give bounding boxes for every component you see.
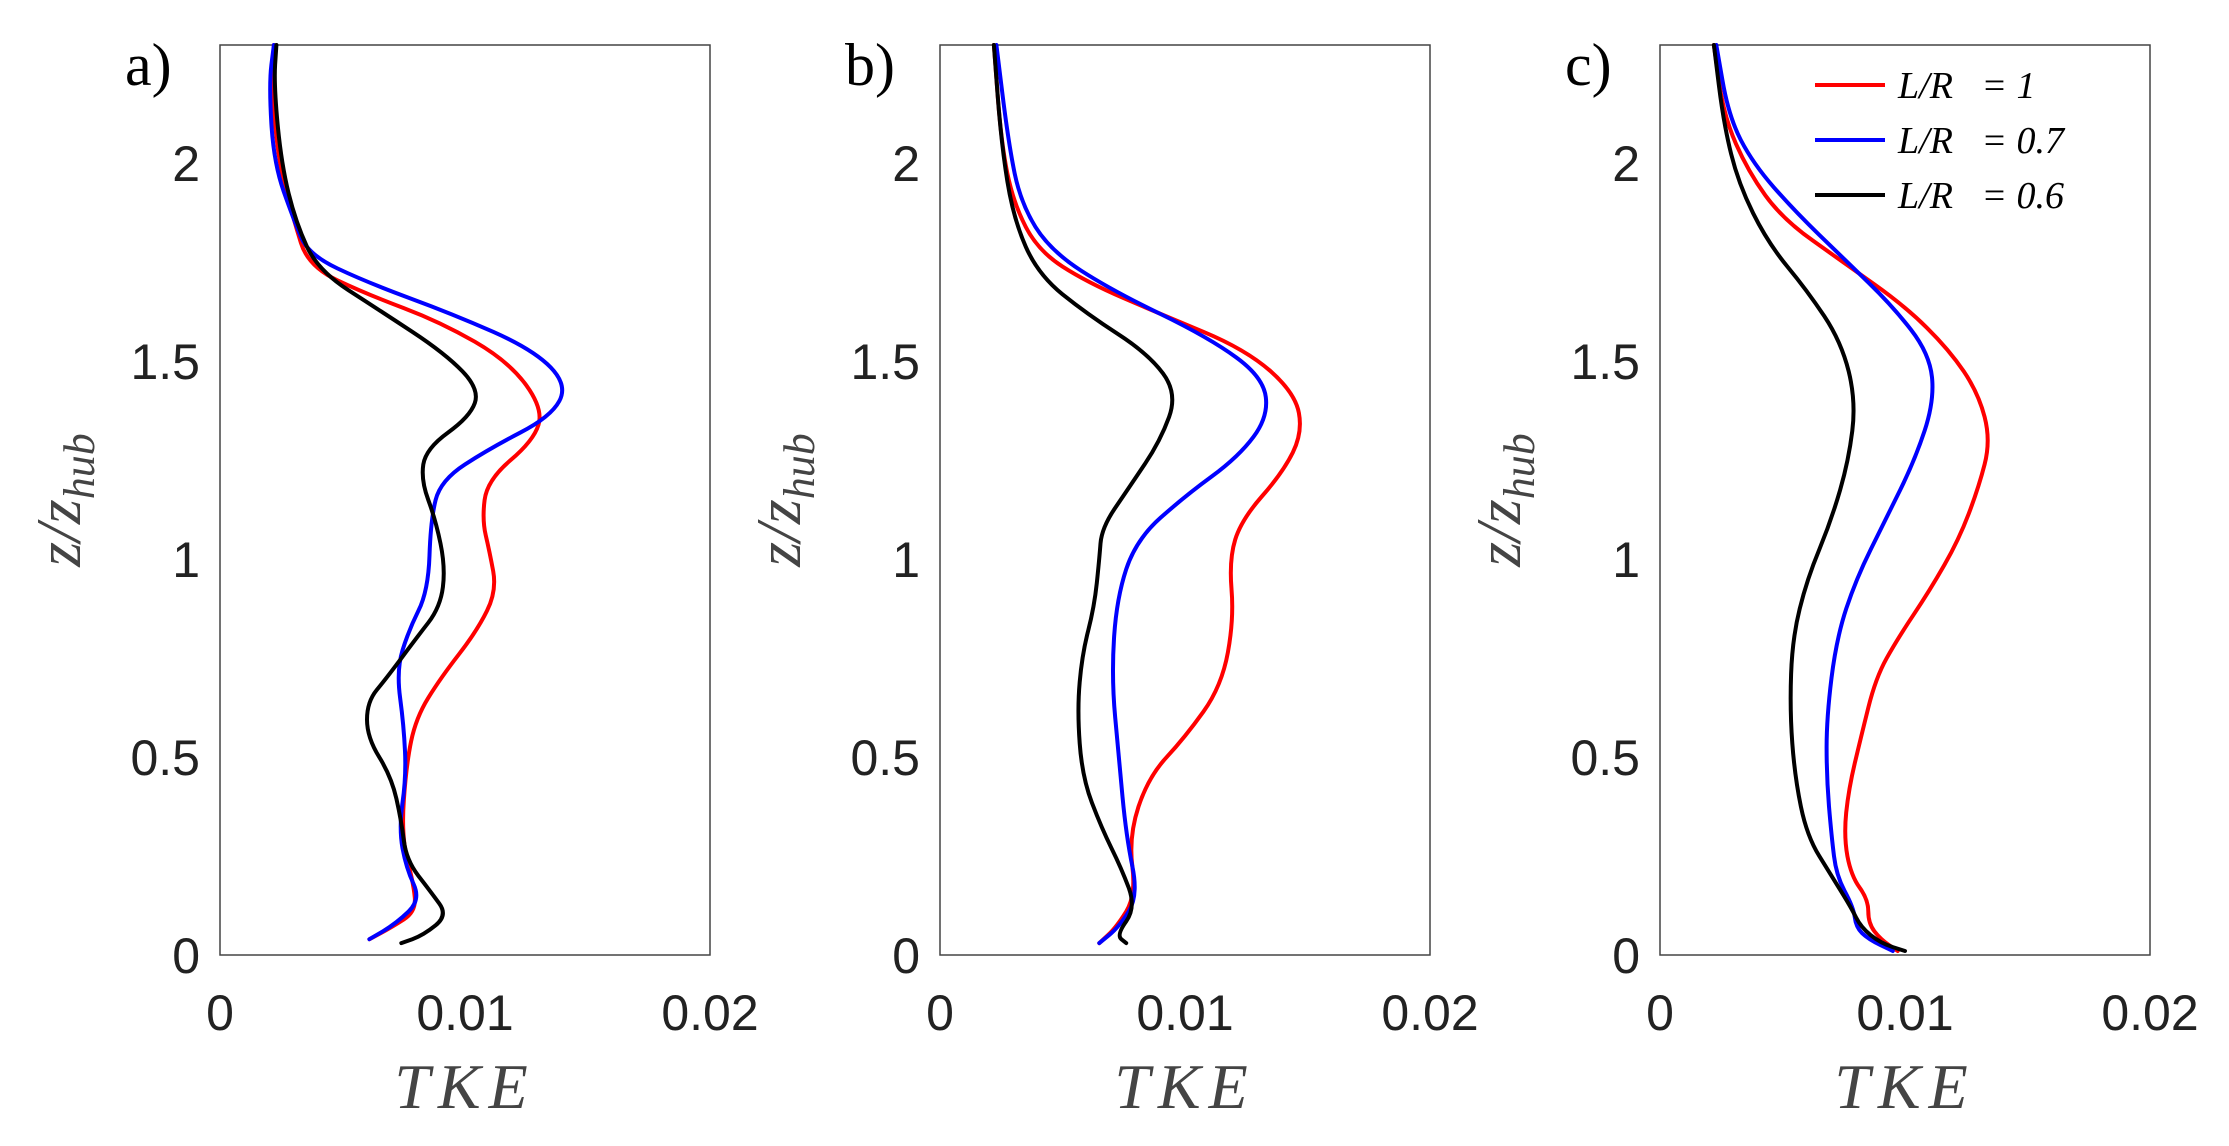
y-tick-label: 0.5 — [1570, 730, 1640, 786]
panel-a-label: a) — [125, 32, 172, 98]
panel-b-label: b) — [845, 32, 895, 98]
y-axis-label-subscript: hub — [775, 433, 824, 499]
legend-label: L/R = 1 — [1897, 65, 2036, 107]
y-tick-label: 0.5 — [850, 730, 920, 786]
legend-label: L/R = 0.6 — [1897, 175, 2064, 217]
panel-a-xticks: 0 0.01 0.02 — [206, 985, 759, 1041]
y-tick-label: 2 — [892, 136, 920, 192]
y-tick-label: 1.5 — [850, 334, 920, 390]
x-tick-label: 0.01 — [1136, 985, 1233, 1041]
series-line-2 — [994, 43, 1269, 946]
series-line-3 — [991, 43, 1175, 946]
panel-b: b) 0 0.5 1 1.5 2 0 0.01 0.02 TKE z/zhub — [743, 32, 1479, 1122]
panel-c-series — [1711, 43, 1990, 953]
y-tick-label: 2 — [1612, 136, 1640, 192]
panel-b-yticks: 0 0.5 1 1.5 2 — [850, 136, 920, 984]
series-line-3 — [1711, 43, 1907, 953]
y-tick-label: 1 — [1612, 532, 1640, 588]
y-tick-label: 0 — [172, 928, 200, 984]
x-tick-label: 0 — [926, 985, 954, 1041]
y-axis-label-main: z/z — [23, 499, 94, 568]
y-axis-label-main: z/z — [1463, 499, 1534, 568]
y-axis-label-subscript: hub — [1495, 433, 1544, 499]
legend-label: L/R = 0.7 — [1897, 120, 2066, 162]
panel-c-yticks: 0 0.5 1 1.5 2 — [1570, 136, 1640, 984]
y-axis-label-main: z/z — [743, 499, 814, 568]
series-line-3 — [272, 43, 478, 946]
panel-a-series — [268, 43, 565, 946]
x-tick-label: 0 — [1646, 985, 1674, 1041]
panel-c-frame — [1659, 44, 2151, 956]
y-tick-label: 2 — [172, 136, 200, 192]
y-tick-label: 0 — [892, 928, 920, 984]
y-tick-label: 1.5 — [130, 334, 200, 390]
x-tick-label: 0.02 — [661, 985, 758, 1041]
y-tick-label: 1 — [172, 532, 200, 588]
legend: L/R = 1 L/R = 0.7 L/R = 0.6 — [1815, 65, 2066, 217]
y-tick-label: 0 — [1612, 928, 1640, 984]
x-tick-label: 0 — [206, 985, 234, 1041]
panel-a-frame — [219, 44, 711, 956]
panel-c: c) 0 0.5 1 1.5 2 0 0.01 0.02 TKE z/zhub … — [1463, 32, 2199, 1122]
panel-b-series — [991, 43, 1302, 946]
panel-c-xticks: 0 0.01 0.02 — [1646, 985, 2199, 1041]
x-tick-label: 0.01 — [1856, 985, 1953, 1041]
y-tick-label: 0.5 — [130, 730, 200, 786]
panel-a: a) 0 0.5 1 1.5 2 0 0.01 0.02 TKE z/zhub — [23, 32, 759, 1122]
y-tick-label: 1 — [892, 532, 920, 588]
series-line-2 — [268, 43, 565, 942]
panel-a-x-axis-label: TKE — [394, 1051, 535, 1122]
panel-c-label: c) — [1565, 32, 1612, 98]
panel-c-x-axis-label: TKE — [1834, 1051, 1975, 1122]
panel-c-y-axis-label: z/zhub — [1463, 433, 1544, 568]
panel-b-xticks: 0 0.01 0.02 — [926, 985, 1479, 1041]
x-tick-label: 0.01 — [416, 985, 513, 1041]
y-axis-label-subscript: hub — [55, 433, 104, 499]
panel-b-x-axis-label: TKE — [1114, 1051, 1255, 1122]
y-tick-label: 1.5 — [1570, 334, 1640, 390]
x-tick-label: 0.02 — [1381, 985, 1478, 1041]
panel-a-yticks: 0 0.5 1 1.5 2 — [130, 136, 200, 984]
series-line-1 — [1711, 43, 1990, 953]
x-tick-label: 0.02 — [2101, 985, 2198, 1041]
panel-b-frame — [939, 44, 1431, 956]
panel-a-y-axis-label: z/zhub — [23, 433, 104, 568]
panel-b-y-axis-label: z/zhub — [743, 433, 824, 568]
